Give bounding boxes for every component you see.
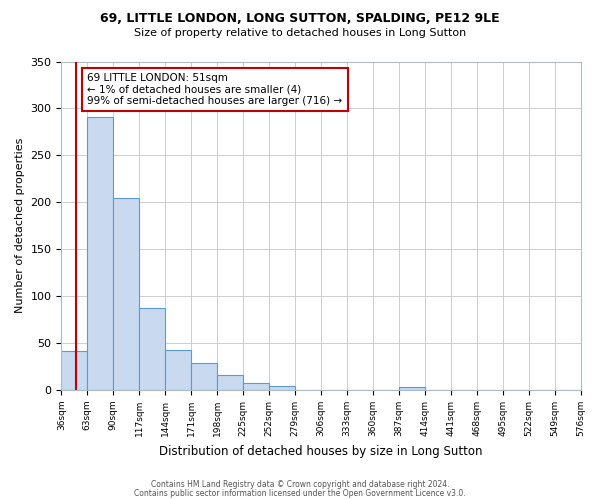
Bar (269, 386, 295, 390)
Text: Contains HM Land Registry data © Crown copyright and database right 2024.: Contains HM Land Registry data © Crown c… (151, 480, 449, 489)
Text: Size of property relative to detached houses in Long Sutton: Size of property relative to detached ho… (134, 28, 466, 38)
Bar (243, 382, 269, 390)
Bar (191, 363, 217, 390)
X-axis label: Distribution of detached houses by size in Long Sutton: Distribution of detached houses by size … (159, 444, 483, 458)
Bar (217, 375, 243, 390)
Bar (113, 198, 139, 390)
Text: 69, LITTLE LONDON, LONG SUTTON, SPALDING, PE12 9LE: 69, LITTLE LONDON, LONG SUTTON, SPALDING… (100, 12, 500, 26)
Y-axis label: Number of detached properties: Number of detached properties (15, 138, 25, 314)
Bar (88, 117, 113, 390)
Bar (399, 388, 425, 390)
Bar (139, 308, 165, 390)
Text: 69 LITTLE LONDON: 51sqm
← 1% of detached houses are smaller (4)
99% of semi-deta: 69 LITTLE LONDON: 51sqm ← 1% of detached… (88, 73, 343, 106)
Bar (61, 350, 88, 390)
Text: Contains public sector information licensed under the Open Government Licence v3: Contains public sector information licen… (134, 488, 466, 498)
Bar (165, 350, 191, 390)
